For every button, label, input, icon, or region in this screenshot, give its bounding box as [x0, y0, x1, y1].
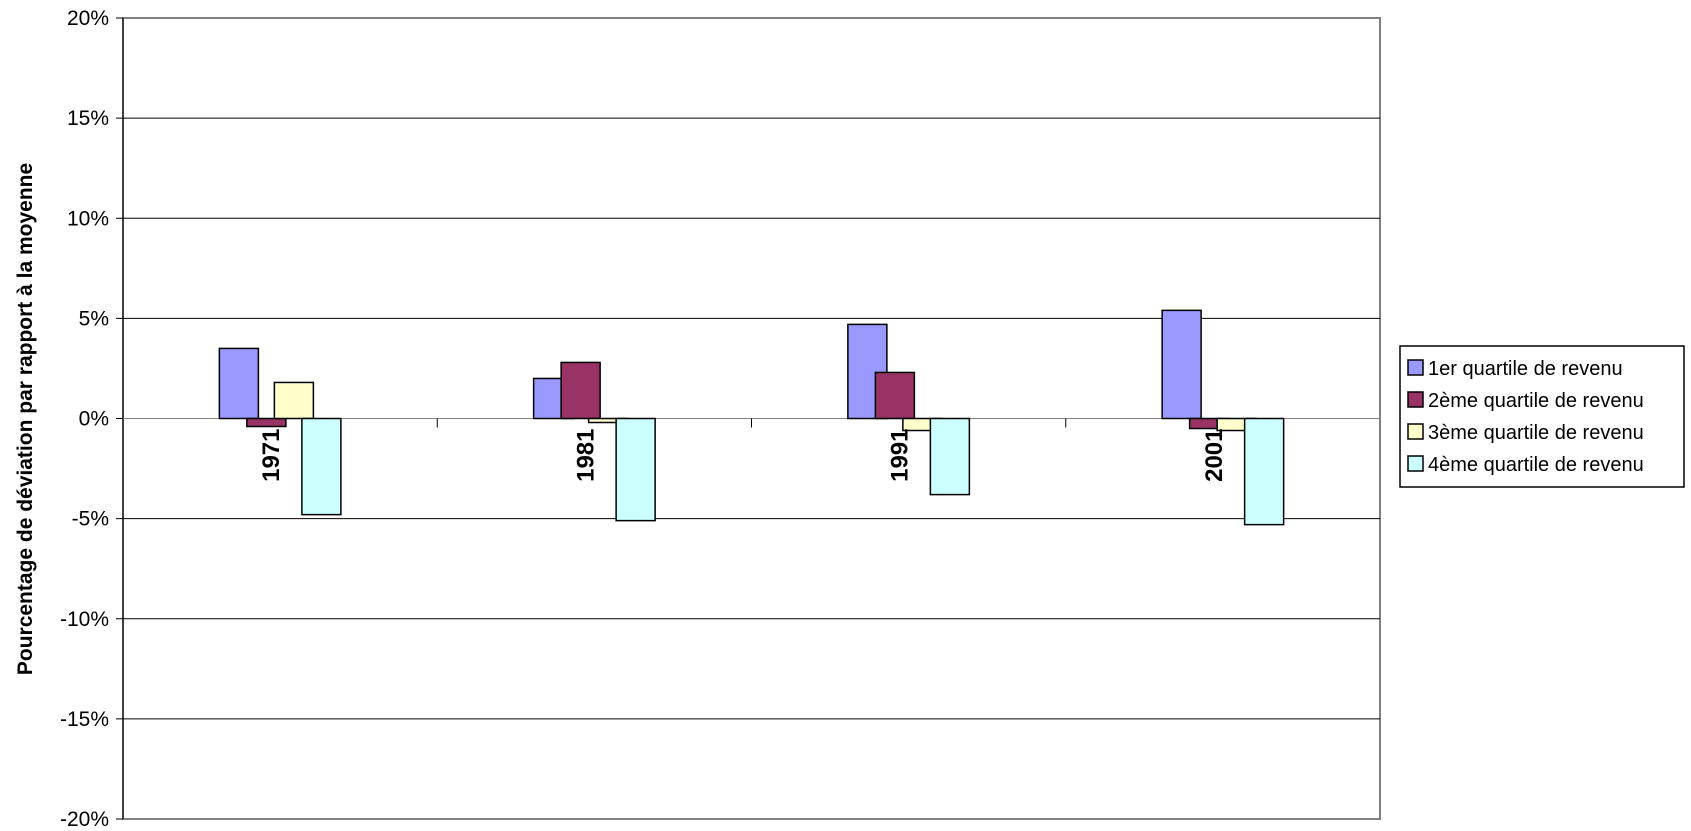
y-tick-label: 0% [79, 408, 109, 431]
legend-label: 3ème quartile de revenu [1428, 422, 1644, 444]
bar [929, 417, 971, 496]
legend-swatch [1407, 423, 1424, 440]
legend-swatch [1407, 455, 1424, 472]
bar [874, 371, 916, 420]
category-label: 2001 [1201, 429, 1228, 482]
bar [1243, 417, 1285, 526]
y-tick-label: 15% [67, 107, 109, 130]
bar [273, 381, 315, 420]
bar [615, 417, 656, 522]
legend-swatch [1407, 359, 1424, 376]
y-tick-label: 5% [79, 307, 109, 330]
y-axis-label: Pourcentage de déviation par rapport à l… [14, 163, 37, 675]
bars [218, 309, 1285, 526]
bar [560, 361, 601, 420]
legend: 1er quartile de revenu 2ème quartile de r… [1399, 345, 1685, 488]
gridlines [123, 117, 1380, 720]
legend-label: 4ème quartile de revenu [1428, 454, 1644, 476]
legend-label: 1er quartile de revenu [1428, 358, 1623, 380]
y-tick-label: -5% [72, 508, 109, 531]
category-label: 1991 [887, 429, 914, 482]
y-tick-label: -20% [60, 808, 109, 831]
y-tick-label: -10% [60, 608, 109, 631]
bar [218, 347, 260, 420]
bar [246, 417, 287, 428]
category-label: 1981 [572, 429, 599, 482]
category-labels: 1971 1981 1991 2001 [258, 429, 1228, 482]
category-label: 1971 [258, 429, 285, 482]
bar [1161, 309, 1202, 420]
y-axis: 20% 15% 10% 5% 0% -5% -10% -15% -20% [60, 7, 124, 831]
legend-swatch [1407, 391, 1424, 408]
y-tick-label: 10% [67, 207, 109, 230]
y-tick-label: -15% [60, 708, 109, 731]
legend-label: 2ème quartile de revenu [1428, 390, 1644, 412]
y-tick-label: 20% [67, 7, 109, 30]
legend-box [1399, 345, 1685, 488]
bar [301, 417, 342, 516]
